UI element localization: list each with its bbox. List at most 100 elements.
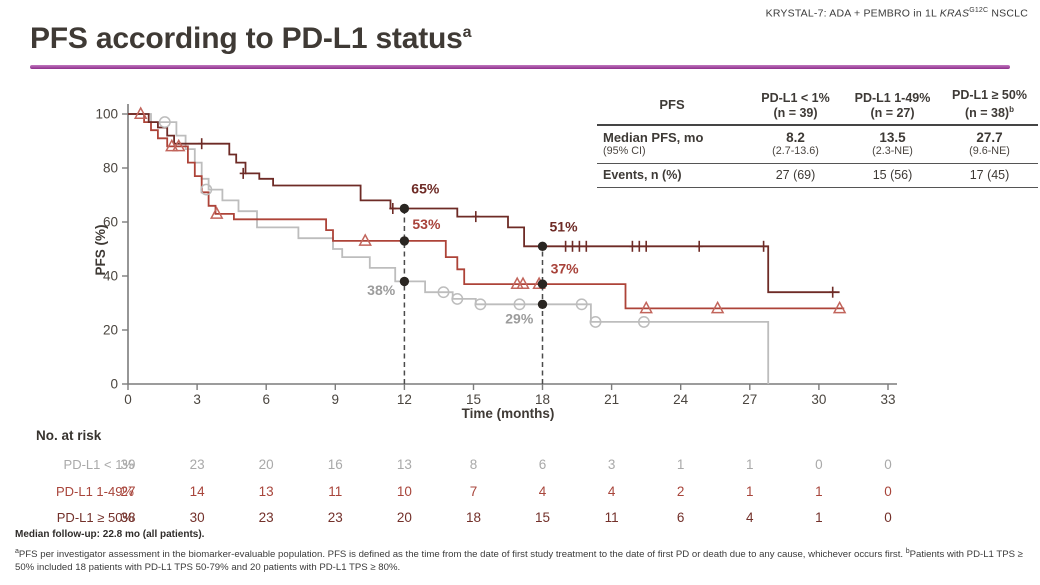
at-risk-value: 4 [538,484,547,499]
table-median-ci: (9.6-NE) [969,145,1010,158]
at-risk-value: 10 [396,484,412,499]
censor-circle-lt1 [513,298,526,311]
at-risk-value: 0 [884,457,892,472]
x-tick-label: 21 [604,392,619,407]
table-events-value: 17 (45) [969,168,1010,183]
table-column-title: PD-L1 < 1% [761,91,830,106]
censor-triangle-r149 [639,300,653,314]
censor-triangle-r149 [133,106,148,119]
table-median-value: 13.5 [879,130,906,146]
at-risk-label: PD-L1 1-49% [55,484,134,499]
table-column-header: PD-L1 ≥ 50% (n = 38)b [941,88,1038,120]
at-risk-value: 3 [607,457,616,472]
at-risk-value: 18 [465,510,482,525]
page-title-sup: a [462,24,472,41]
at-risk-label: PD-L1 ≥ 50% [56,510,134,525]
y-tick-label: 0 [110,377,118,392]
table-column-sup: b [1009,104,1014,114]
censor-triangle-r149 [710,300,725,314]
milestone-dot [399,276,410,287]
x-tick-label: 6 [262,392,270,407]
table-median-row: Median PFS, mo (95% CI) 8.2 (2.7-13.6) 13.5 (… [597,126,1038,165]
x-tick-label: 30 [811,392,826,407]
at-risk-row: PD-L1 1-49% 27 14 13 11 10 7 4 4 2 1 1 0 [0,484,1040,502]
table-median-value-cell: 8.2 (2.7-13.6) [747,130,844,158]
at-risk-label: PD-L1 < 1% [63,457,134,472]
at-risk-value: 30 [189,510,205,525]
table-corner-label: PFS [659,97,685,113]
table-column-title: PD-L1 1-49% [854,91,931,106]
study-tag: KRYSTAL-7: ADA + PEMBRO in 1L KRASG12C N… [766,7,1028,20]
at-risk-value: 38 [120,510,136,525]
milestone-label: 29% [505,310,534,326]
censor-triangle-r149 [209,206,224,219]
at-risk-value: 1 [746,457,754,472]
table-median-label: Median PFS, mo [603,130,704,146]
at-risk-value: 4 [607,484,616,499]
at-risk-value: 1 [676,457,685,472]
at-risk-value: 23 [258,510,274,525]
censor-circle-lt1 [200,183,213,196]
at-risk-value: 0 [884,510,892,525]
table-header-row: PFS PD-L1 < 1% (n = 39) PD-L1 1-49% (n = 27)… [597,87,1038,127]
x-tick-label: 12 [397,392,412,407]
at-risk-value: 0 [884,484,892,499]
censor-triangle-r149 [358,233,372,246]
y-tick-label: 80 [103,161,118,176]
x-tick-label: 3 [193,392,201,407]
footnote-text: Patients with PD-L1 TPS ≥ 50% included 1… [15,549,1023,574]
summary-table: PFS PD-L1 < 1% (n = 39) PD-L1 1-49% (n = 27)… [597,87,1038,189]
y-tick-label: 100 [95,107,118,122]
table-median-value: 27.7 [976,130,1003,146]
at-risk-value: 7 [469,484,478,499]
at-risk-value: 13 [258,484,274,499]
milestone-label: 38% [367,282,396,298]
footnote-sup: b [905,548,910,555]
study-tag-part: KRYSTAL-7: ADA + PEMBRO in 1L [765,7,940,20]
table-column-n: (n = 38)b [964,104,1014,120]
study-tag-part: NSCLC [988,7,1028,20]
table-column-n: (n = 27) [870,105,915,120]
y-tick-label: 20 [103,323,118,338]
table-events-label: Events, n (%) [603,168,682,183]
median-followup-note: Median follow-up: 22.8 mo (all patients)… [15,529,205,540]
censor-triangle-r149 [165,138,179,152]
milestone-dot [399,203,410,214]
at-risk-value: 2 [676,484,685,499]
table-median-ci: (2.7-13.6) [772,145,819,158]
footnote: aPFS per investigator assessment in the … [15,545,1029,574]
at-risk-value: 15 [534,510,551,525]
footnote-sup: a [15,548,19,555]
table-column-n: (n = 39) [773,105,818,120]
study-tag-part: KRAS [939,7,970,20]
at-risk-value: 20 [396,510,412,525]
at-risk-value: 11 [604,510,619,525]
y-tick-label: 40 [103,269,118,284]
x-tick-label: 0 [124,392,132,407]
censor-triangle-r149 [516,276,530,290]
censor-circle-lt1 [575,298,588,311]
milestone-label: 51% [550,218,579,234]
milestone-dot [537,299,548,309]
at-risk-value: 0 [815,457,823,472]
table-median-sublabel: (95% CI) [603,145,646,158]
milestone-dot [537,241,548,251]
at-risk-value: 1 [746,484,754,499]
censor-circle-lt1 [437,286,450,299]
milestone-label: 37% [551,260,580,276]
x-tick-label: 24 [673,392,689,407]
milestone-label: 65% [411,181,440,197]
km-chart: 0 3 6 9 12 15 18 21 24 27 30 33 0 20 40 60 80 100 65% 53% 38… [95,104,897,407]
at-risk-value: 23 [327,510,343,525]
page-title: PFS according to PD-L1 statusa [30,22,472,56]
table-median-value-cell: 27.7 (9.6-NE) [941,130,1038,158]
at-risk-value: 39 [120,457,136,472]
footnote-text: PFS per investigator assessment in the b… [18,549,906,561]
milestone-dot [537,279,548,289]
milestone-label: 53% [412,216,441,232]
x-tick-label: 18 [535,392,550,407]
page-title-text: PFS according to PD-L1 status [30,22,463,55]
at-risk-value: 1 [815,484,823,499]
title-underline [30,65,1010,69]
